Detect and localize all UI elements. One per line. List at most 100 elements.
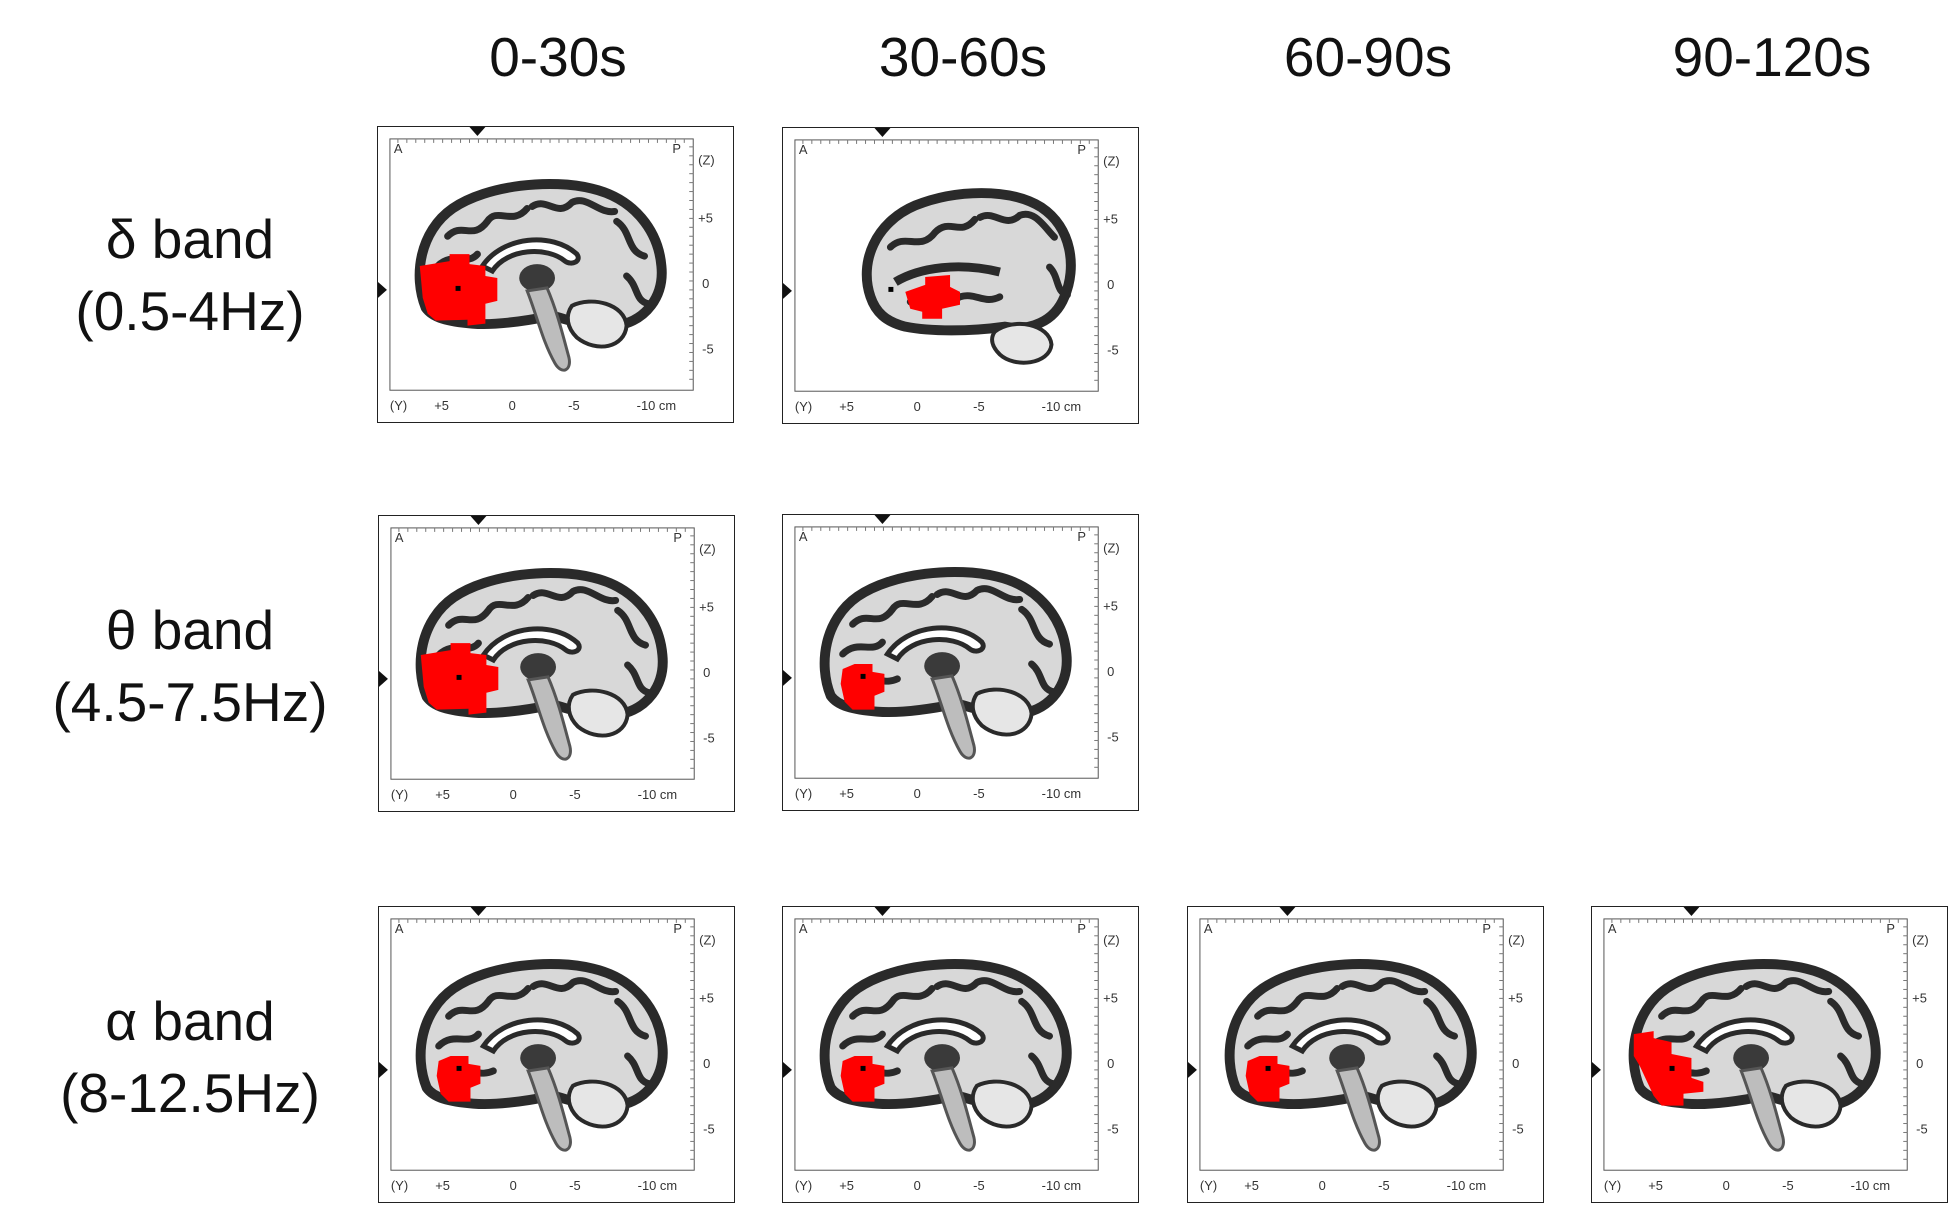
column-header-60-90s: 60-90s bbox=[1283, 26, 1453, 88]
brain-slice-svg: A P (Z) +5 0 -5 (Y) +5 0 -5 -10 cm bbox=[783, 907, 1120, 1193]
posterior-label: P bbox=[1077, 142, 1086, 157]
activation-region bbox=[436, 1055, 481, 1102]
y-axis-label: (Y) bbox=[391, 1178, 408, 1193]
z-tick: 0 bbox=[1916, 1056, 1923, 1071]
z-tick: -5 bbox=[1512, 1121, 1523, 1136]
brain-slice-svg: A P (Z) +5 0 -5 (Y) +5 0 -5 -10 cm bbox=[379, 516, 716, 802]
posterior-label: P bbox=[672, 141, 681, 156]
y-tick: +5 bbox=[839, 786, 854, 801]
anterior-label: A bbox=[799, 921, 808, 936]
band-name: δ band bbox=[105, 208, 275, 270]
brain-slice-svg: A P (Z) +5 0 -5 (Y) +5 0 -5 -10 cm bbox=[378, 127, 715, 413]
z-tick: 0 bbox=[1512, 1056, 1519, 1071]
z-axis-label: (Z) bbox=[699, 542, 715, 557]
y-tick: 0 bbox=[914, 786, 921, 801]
y-tick: 0 bbox=[510, 1178, 517, 1193]
anterior-label: A bbox=[799, 529, 808, 544]
y-tick: -10 cm bbox=[638, 1178, 677, 1193]
y-tick: -5 bbox=[569, 1178, 580, 1193]
column-header-0-30s: 0-30s bbox=[489, 26, 627, 88]
z-tick: 0 bbox=[1107, 277, 1114, 292]
y-tick: 0 bbox=[1723, 1178, 1730, 1193]
z-tick: -5 bbox=[703, 730, 714, 745]
column-header-30-60s: 30-60s bbox=[878, 26, 1048, 88]
activation-region bbox=[888, 275, 961, 319]
anterior-label: A bbox=[395, 530, 404, 545]
y-axis-label: (Y) bbox=[1200, 1178, 1217, 1193]
z-tick: +5 bbox=[1103, 598, 1118, 613]
z-tick: -5 bbox=[1916, 1121, 1927, 1136]
brain-panel-theta-0-30s: A P (Z) +5 0 -5 (Y) +5 0 -5 -10 cm bbox=[378, 515, 735, 812]
brain-slice-svg: A P (Z) +5 0 -5 (Y) +5 0 -5 -10 cm bbox=[783, 515, 1120, 801]
z-tick: +5 bbox=[699, 990, 714, 1005]
y-tick: -10 cm bbox=[1447, 1178, 1486, 1193]
y-tick: +5 bbox=[434, 398, 449, 413]
brain-panel-alpha-0-30s: A P (Z) +5 0 -5 (Y) +5 0 -5 -10 cm bbox=[378, 906, 735, 1203]
z-tick: -5 bbox=[1107, 342, 1118, 357]
z-tick: -5 bbox=[702, 341, 713, 356]
band-range: (0.5-4Hz) bbox=[75, 280, 305, 342]
y-axis-label: (Y) bbox=[795, 399, 812, 414]
z-tick: +5 bbox=[1103, 990, 1118, 1005]
z-tick: 0 bbox=[703, 665, 710, 680]
posterior-label: P bbox=[673, 921, 682, 936]
anterior-label: A bbox=[1608, 921, 1617, 936]
y-tick: 0 bbox=[510, 787, 517, 802]
z-tick: +5 bbox=[1912, 990, 1927, 1005]
z-axis-label: (Z) bbox=[1103, 933, 1119, 948]
z-tick: 0 bbox=[1107, 1056, 1114, 1071]
z-tick: -5 bbox=[1107, 1121, 1118, 1136]
y-tick: +5 bbox=[1648, 1178, 1663, 1193]
activation-region bbox=[420, 643, 499, 715]
y-tick: -5 bbox=[1782, 1178, 1793, 1193]
brain-slice-svg: A P (Z) +5 0 -5 (Y) +5 0 -5 -10 cm bbox=[1592, 907, 1929, 1193]
brain-panel-alpha-30-60s: A P (Z) +5 0 -5 (Y) +5 0 -5 -10 cm bbox=[782, 906, 1139, 1203]
y-tick: +5 bbox=[1244, 1178, 1259, 1193]
y-axis-label: (Y) bbox=[390, 398, 407, 413]
y-tick: -5 bbox=[1378, 1178, 1389, 1193]
y-tick: -10 cm bbox=[1851, 1178, 1890, 1193]
brain-panel-delta-30-60s: A P (Z) +5 0 -5 (Y) +5 0 -5 -10 cm bbox=[782, 127, 1139, 424]
z-tick: +5 bbox=[699, 599, 714, 614]
z-axis-label: (Z) bbox=[1103, 154, 1119, 169]
anterior-label: A bbox=[395, 921, 404, 936]
band-range: (8-12.5Hz) bbox=[60, 1062, 320, 1124]
y-tick: +5 bbox=[839, 399, 854, 414]
y-tick: +5 bbox=[435, 1178, 450, 1193]
y-tick: -5 bbox=[973, 399, 984, 414]
posterior-label: P bbox=[1482, 921, 1491, 936]
row-header-delta: δ band (0.5-4Hz) bbox=[10, 203, 370, 347]
activation-region bbox=[840, 1055, 885, 1102]
y-tick: 0 bbox=[1319, 1178, 1326, 1193]
anterior-label: A bbox=[394, 141, 403, 156]
brain-panel-delta-0-30s: A P (Z) +5 0 -5 (Y) +5 0 -5 -10 cm bbox=[377, 126, 734, 423]
y-axis-label: (Y) bbox=[391, 787, 408, 802]
band-name: α band bbox=[105, 990, 275, 1052]
y-tick: -10 cm bbox=[637, 398, 676, 413]
row-header-theta: θ band (4.5-7.5Hz) bbox=[10, 594, 370, 738]
column-header-90-120s: 90-120s bbox=[1672, 26, 1872, 88]
activation-region bbox=[1245, 1055, 1290, 1102]
brain-slice-svg: A P (Z) +5 0 -5 (Y) +5 0 -5 -10 cm bbox=[783, 128, 1120, 414]
z-tick: +5 bbox=[1103, 211, 1118, 226]
y-tick: -10 cm bbox=[1042, 786, 1081, 801]
z-axis-label: (Z) bbox=[1912, 933, 1928, 948]
y-tick: 0 bbox=[914, 1178, 921, 1193]
z-tick: -5 bbox=[1107, 729, 1118, 744]
brain-panel-alpha-60-90s: A P (Z) +5 0 -5 (Y) +5 0 -5 -10 cm bbox=[1187, 906, 1544, 1203]
y-tick: -10 cm bbox=[1042, 1178, 1081, 1193]
y-tick: +5 bbox=[839, 1178, 854, 1193]
anterior-label: A bbox=[1204, 921, 1213, 936]
z-tick: 0 bbox=[703, 1056, 710, 1071]
y-tick: -5 bbox=[973, 786, 984, 801]
z-axis-label: (Z) bbox=[699, 933, 715, 948]
posterior-label: P bbox=[1077, 921, 1086, 936]
z-tick: +5 bbox=[1508, 990, 1523, 1005]
y-tick: -10 cm bbox=[1042, 399, 1081, 414]
y-tick: -5 bbox=[973, 1178, 984, 1193]
z-tick: 0 bbox=[1107, 664, 1114, 679]
posterior-label: P bbox=[673, 530, 682, 545]
band-name: θ band bbox=[105, 599, 275, 661]
z-axis-label: (Z) bbox=[1508, 933, 1524, 948]
posterior-label: P bbox=[1886, 921, 1895, 936]
